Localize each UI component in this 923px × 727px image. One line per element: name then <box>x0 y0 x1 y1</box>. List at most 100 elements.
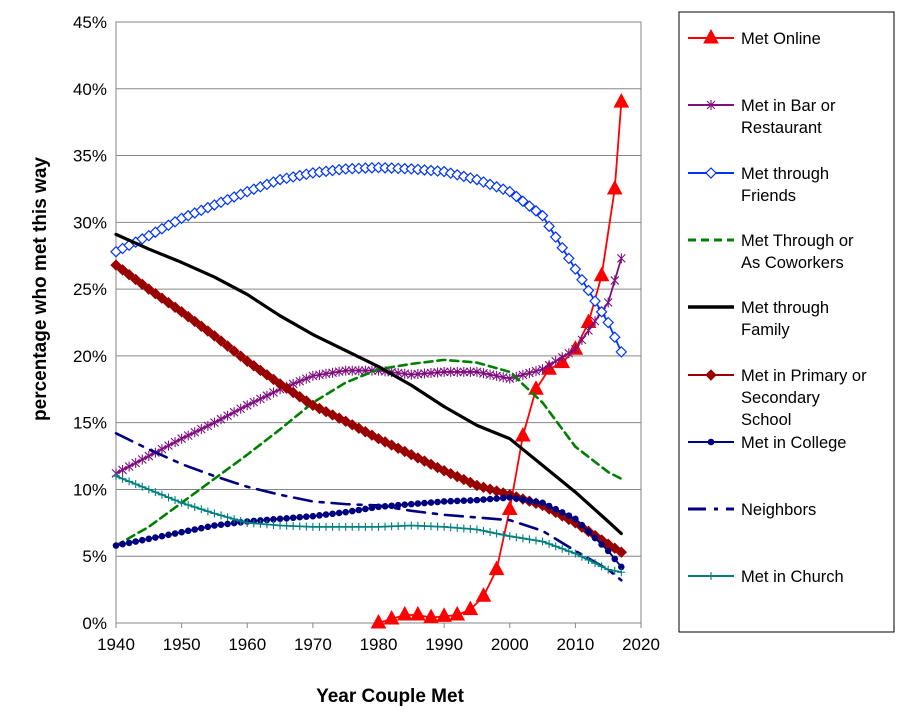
data-point <box>169 301 181 313</box>
data-point <box>132 538 139 545</box>
data-point <box>515 426 531 442</box>
data-point <box>436 607 452 622</box>
data-point <box>591 559 600 568</box>
data-point <box>536 209 549 222</box>
data-point <box>539 499 546 507</box>
data-point <box>171 530 179 537</box>
data-point <box>562 252 575 265</box>
data-point <box>449 605 466 621</box>
data-point <box>183 430 193 441</box>
data-point <box>203 507 212 516</box>
data-point <box>480 496 487 503</box>
data-point <box>590 316 600 327</box>
data-point <box>289 514 297 522</box>
data-point <box>615 346 628 358</box>
data-point <box>131 480 140 489</box>
y-tick-label: 25% <box>73 280 107 299</box>
data-point <box>124 461 134 472</box>
legend-marker <box>705 369 717 381</box>
data-point <box>528 380 544 395</box>
data-point <box>137 454 147 465</box>
data-point <box>230 515 239 524</box>
data-point <box>224 520 231 528</box>
data-point <box>603 297 613 308</box>
data-point <box>610 275 620 286</box>
data-point <box>149 287 162 300</box>
legend-label: Family <box>741 321 790 339</box>
legend-marker <box>707 438 715 446</box>
data-point <box>112 542 120 549</box>
y-tick-label: 0% <box>82 614 107 633</box>
data-point <box>210 509 219 518</box>
data-point <box>301 373 311 384</box>
data-point <box>274 378 286 390</box>
data-point <box>604 565 613 574</box>
data-point <box>457 170 470 183</box>
data-point <box>584 325 593 336</box>
data-point <box>144 451 154 462</box>
data-point <box>294 391 306 403</box>
data-point <box>459 366 469 377</box>
data-point <box>604 547 612 555</box>
data-point <box>223 513 232 522</box>
data-point <box>492 529 501 538</box>
data-point <box>112 472 120 481</box>
data-point <box>335 509 343 517</box>
series-7 <box>114 432 623 582</box>
data-point <box>248 360 260 372</box>
data-point <box>462 600 479 616</box>
data-point <box>538 537 547 546</box>
x-tick-label: 1940 <box>97 635 135 654</box>
data-point <box>236 516 245 525</box>
data-point <box>370 613 387 629</box>
data-point <box>444 467 457 480</box>
series-line <box>114 432 623 582</box>
data-point <box>383 609 400 625</box>
data-point <box>287 386 299 399</box>
data-point <box>217 521 225 529</box>
y-tick-label: 35% <box>73 147 107 166</box>
x-tick-label: 1960 <box>228 635 266 654</box>
data-point <box>506 494 514 501</box>
data-point <box>427 499 435 506</box>
data-point <box>269 387 278 398</box>
data-point <box>152 534 159 541</box>
data-point <box>452 366 462 377</box>
data-point <box>545 539 554 548</box>
legend-entry: Met in Primary or Secondary School <box>688 367 867 429</box>
data-point <box>189 315 201 328</box>
data-point <box>497 183 510 196</box>
data-point <box>191 526 199 533</box>
y-tick-label: 10% <box>73 480 107 499</box>
y-tick-label: 45% <box>73 13 107 32</box>
data-point <box>210 417 219 428</box>
legend-label: Met Through or <box>741 232 854 250</box>
data-point <box>354 365 364 376</box>
data-point <box>611 555 619 563</box>
data-point <box>556 241 569 254</box>
data-point <box>421 499 428 507</box>
data-point <box>578 521 586 529</box>
data-point <box>309 512 317 520</box>
legend-entry: Neighbors <box>688 501 816 519</box>
data-point <box>532 498 540 506</box>
data-point <box>157 490 166 499</box>
data-point <box>353 422 365 434</box>
legend-entry: Met through Family <box>688 299 829 339</box>
legend-entry: Met Online <box>688 28 821 48</box>
data-point <box>408 500 415 508</box>
data-point <box>458 473 470 486</box>
legend-label: Secondary <box>741 389 821 407</box>
data-point <box>242 400 252 411</box>
data-point <box>595 305 608 318</box>
series-line <box>114 232 623 536</box>
data-point <box>379 436 391 448</box>
data-point <box>110 259 122 271</box>
data-point <box>451 168 464 181</box>
data-point <box>464 476 477 489</box>
data-point <box>280 382 293 394</box>
legend-label: Met in Church <box>741 568 844 586</box>
data-point <box>531 366 541 377</box>
data-point <box>501 500 518 515</box>
